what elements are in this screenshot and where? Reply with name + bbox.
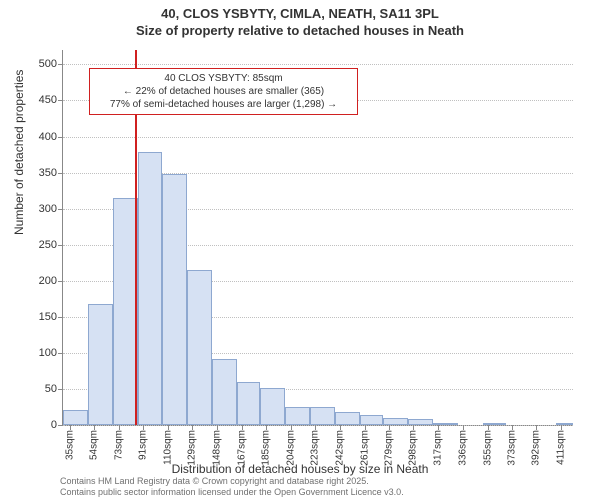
ytick-mark: [58, 389, 63, 390]
xtick-label: 279sqm: [383, 430, 394, 466]
histogram-bar: [360, 415, 384, 425]
plot-region: 05010015020025030035040045050035sqm54sqm…: [62, 50, 573, 426]
x-axis-label: Distribution of detached houses by size …: [0, 462, 600, 476]
histogram-bar: [285, 407, 310, 425]
footer-attribution: Contains HM Land Registry data © Crown c…: [60, 476, 404, 498]
histogram-bar: [408, 419, 433, 425]
footer-line2: Contains public sector information licen…: [60, 487, 404, 498]
xtick-label: 336sqm: [458, 430, 469, 466]
annotation-line1: 40 CLOS YSBYTY: 85sqm: [96, 72, 351, 85]
xtick-label: 373sqm: [506, 430, 517, 466]
title-line2: Size of property relative to detached ho…: [0, 23, 600, 40]
annotation-line3: 77% of semi-detached houses are larger (…: [96, 98, 351, 111]
annotation-box: 40 CLOS YSBYTY: 85sqm← 22% of detached h…: [89, 68, 358, 115]
ytick-mark: [58, 317, 63, 318]
xtick-label: 35sqm: [64, 430, 75, 460]
footer-line1: Contains HM Land Registry data © Crown c…: [60, 476, 404, 487]
xtick-label: 110sqm: [162, 430, 173, 465]
xtick-label: 73sqm: [114, 430, 125, 460]
ytick-mark: [58, 245, 63, 246]
chart-area: 05010015020025030035040045050035sqm54sqm…: [62, 50, 572, 425]
xtick-label: 148sqm: [212, 430, 223, 466]
ytick-mark: [58, 64, 63, 65]
histogram-bar: [260, 388, 285, 426]
histogram-bar: [162, 174, 187, 425]
ytick-label: 300: [17, 203, 57, 215]
histogram-bar: [237, 382, 261, 425]
ytick-label: 150: [17, 311, 57, 323]
ytick-label: 400: [17, 131, 57, 143]
xtick-label: 167sqm: [237, 430, 248, 466]
xtick-label: 54sqm: [89, 430, 100, 460]
gridline: [63, 425, 573, 426]
xtick-label: 185sqm: [260, 430, 271, 466]
xtick-label: 411sqm: [556, 430, 567, 465]
xtick-label: 261sqm: [360, 430, 371, 466]
ytick-mark: [58, 173, 63, 174]
histogram-bar: [138, 152, 163, 425]
histogram-bar: [88, 304, 113, 425]
histogram-bar: [556, 423, 573, 425]
ytick-mark: [58, 353, 63, 354]
histogram-bar: [212, 359, 237, 425]
ytick-label: 50: [17, 383, 57, 395]
xtick-label: 298sqm: [408, 430, 419, 466]
histogram-bar: [335, 412, 360, 425]
histogram-bar: [187, 270, 212, 425]
ytick-label: 100: [17, 347, 57, 359]
xtick-label: 355sqm: [483, 430, 494, 466]
ytick-label: 500: [17, 58, 57, 70]
histogram-bar: [483, 423, 507, 425]
xtick-label: 91sqm: [137, 430, 148, 460]
xtick-label: 392sqm: [531, 430, 542, 466]
ytick-label: 0: [17, 419, 57, 431]
xtick-label: 317sqm: [433, 430, 444, 466]
ytick-label: 250: [17, 239, 57, 251]
gridline: [63, 64, 573, 65]
histogram-bar: [113, 198, 138, 425]
title-line1: 40, CLOS YSBYTY, CIMLA, NEATH, SA11 3PL: [0, 6, 600, 23]
ytick-mark: [58, 209, 63, 210]
ytick-mark: [58, 100, 63, 101]
ytick-mark: [58, 137, 63, 138]
histogram-bar: [433, 423, 458, 425]
chart-title: 40, CLOS YSBYTY, CIMLA, NEATH, SA11 3PL …: [0, 0, 600, 40]
histogram-bar: [63, 410, 88, 425]
xtick-label: 204sqm: [285, 430, 296, 466]
ytick-mark: [58, 425, 63, 426]
annotation-line2: ← 22% of detached houses are smaller (36…: [96, 85, 351, 98]
ytick-label: 200: [17, 275, 57, 287]
histogram-bar: [383, 418, 408, 425]
xtick-label: 129sqm: [187, 430, 198, 466]
gridline: [63, 137, 573, 138]
ytick-label: 350: [17, 167, 57, 179]
xtick-label: 242sqm: [335, 430, 346, 466]
ytick-mark: [58, 281, 63, 282]
ytick-label: 450: [17, 94, 57, 106]
xtick-label: 223sqm: [310, 430, 321, 466]
histogram-bar: [310, 407, 335, 425]
